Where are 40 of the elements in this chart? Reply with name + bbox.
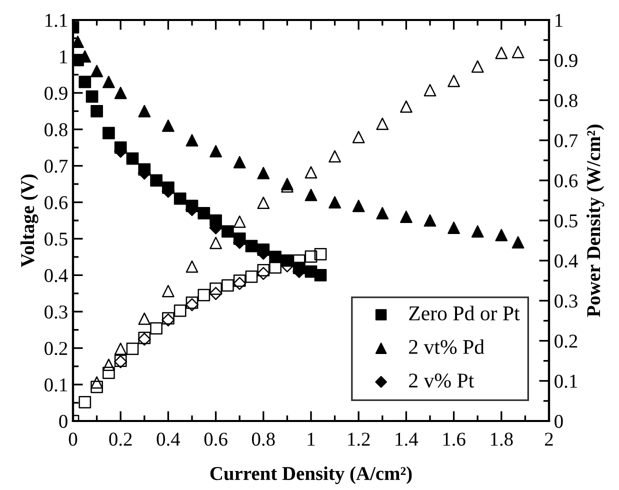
y2-tick-label: 0.8 (554, 94, 578, 108)
y-tick-label: 0.3 (44, 305, 68, 319)
y2-tick-label: 0.5 (554, 214, 578, 228)
x-tick-label: 2 (544, 432, 553, 446)
x-tick-label: 0 (68, 432, 78, 446)
x-tick-label: 0.2 (109, 432, 132, 446)
x-tick-label: 1.8 (490, 432, 513, 446)
x-tick-label: 1.4 (396, 432, 418, 446)
y2-tick-label: 1 (556, 14, 562, 27)
y-tick-label: 0.8 (44, 123, 68, 136)
y-axis-title: Voltage (V) (20, 174, 38, 268)
x-tick-label: 1.2 (348, 432, 370, 446)
y2-tick-label: 0.6 (554, 174, 578, 188)
y-tick-label: 1.1 (46, 14, 67, 28)
y-tick-label: 1 (60, 50, 67, 64)
x-tick-label: 1.6 (443, 432, 466, 446)
y-tick-label: 0.2 (44, 342, 68, 356)
y2-tick-label: 0.9 (554, 54, 578, 68)
y2-tick-label: 0 (554, 414, 563, 428)
y-tick-label: 0.6 (44, 196, 68, 210)
legend-label: 2 vt% Pd (409, 339, 484, 354)
y2-tick-label: 0.3 (554, 294, 578, 308)
x-tick-label: 0.6 (204, 432, 228, 446)
y-tick-label: 0.7 (44, 160, 68, 173)
y2-tick-label: 0.2 (554, 334, 578, 348)
y-tick-label: 0.5 (44, 232, 68, 246)
legend-label: 2 v% Pt (409, 374, 474, 388)
x-tick-label: 0.8 (252, 432, 275, 446)
y2-axis-title: Power Density (W/cm²) (586, 124, 604, 317)
x-tick-label: 1 (308, 432, 315, 446)
y2-tick-label: 0.4 (554, 254, 578, 268)
legend-label: Zero Pd or Pt (409, 306, 520, 320)
y2-tick-label: 0.7 (554, 134, 578, 148)
y-tick-label: 0.4 (44, 269, 68, 282)
y-tick-label: 0.1 (44, 378, 67, 392)
y2-tick-label: 0.1 (554, 374, 577, 388)
y-tick-label: 0.9 (44, 86, 68, 100)
x-tick-label: 0.4 (156, 432, 180, 446)
y-tick-label: 0 (59, 414, 68, 428)
x-axis-title: Current Density (A/cm²) (210, 466, 412, 484)
